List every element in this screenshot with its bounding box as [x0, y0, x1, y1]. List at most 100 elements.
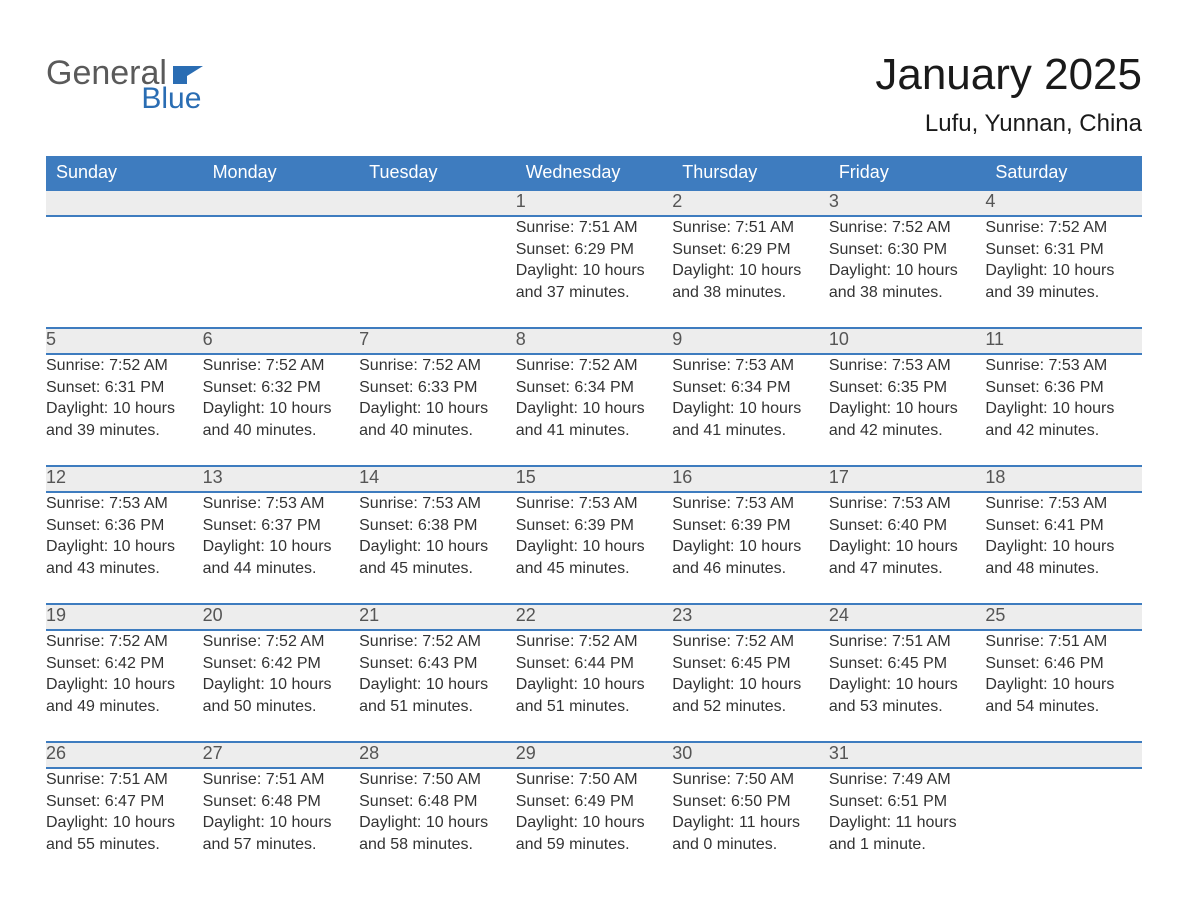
day-number-cell	[46, 190, 203, 216]
day-number-cell: 14	[359, 466, 516, 492]
day-detail-cell: Sunrise: 7:52 AMSunset: 6:32 PMDaylight:…	[203, 354, 360, 466]
sunset-text: Sunset: 6:34 PM	[516, 377, 673, 399]
sunrise-text: Sunrise: 7:53 AM	[829, 355, 986, 377]
daylight-text: Daylight: 10 hours and 45 minutes.	[359, 536, 516, 579]
sunrise-text: Sunrise: 7:51 AM	[829, 631, 986, 653]
day-number-cell: 17	[829, 466, 986, 492]
sunset-text: Sunset: 6:38 PM	[359, 515, 516, 537]
daylight-text: Daylight: 10 hours and 39 minutes.	[985, 260, 1142, 303]
brand-logo: General Blue	[46, 56, 203, 114]
daylight-text: Daylight: 10 hours and 41 minutes.	[672, 398, 829, 441]
sunset-text: Sunset: 6:39 PM	[672, 515, 829, 537]
sunrise-text: Sunrise: 7:51 AM	[672, 217, 829, 239]
daylight-text: Daylight: 10 hours and 38 minutes.	[672, 260, 829, 303]
daylight-text: Daylight: 10 hours and 55 minutes.	[46, 812, 203, 855]
daylight-text: Daylight: 11 hours and 0 minutes.	[672, 812, 829, 855]
sunrise-text: Sunrise: 7:52 AM	[203, 355, 360, 377]
sunset-text: Sunset: 6:29 PM	[516, 239, 673, 261]
day-number-cell: 3	[829, 190, 986, 216]
sunrise-text: Sunrise: 7:53 AM	[985, 355, 1142, 377]
day-number-cell: 15	[516, 466, 673, 492]
day-number-cell: 8	[516, 328, 673, 354]
day-detail-cell: Sunrise: 7:53 AMSunset: 6:34 PMDaylight:…	[672, 354, 829, 466]
day-number-cell: 4	[985, 190, 1142, 216]
daylight-text: Daylight: 10 hours and 46 minutes.	[672, 536, 829, 579]
day-detail-cell: Sunrise: 7:52 AMSunset: 6:42 PMDaylight:…	[203, 630, 360, 742]
sunset-text: Sunset: 6:45 PM	[672, 653, 829, 675]
day-number-row: 19202122232425	[46, 604, 1142, 630]
sunrise-text: Sunrise: 7:53 AM	[46, 493, 203, 515]
day-detail-cell: Sunrise: 7:52 AMSunset: 6:31 PMDaylight:…	[985, 216, 1142, 328]
sunrise-text: Sunrise: 7:53 AM	[203, 493, 360, 515]
day-detail-cell: Sunrise: 7:52 AMSunset: 6:44 PMDaylight:…	[516, 630, 673, 742]
day-number-cell: 26	[46, 742, 203, 768]
day-number-cell: 30	[672, 742, 829, 768]
sunset-text: Sunset: 6:41 PM	[985, 515, 1142, 537]
day-detail-cell: Sunrise: 7:50 AMSunset: 6:48 PMDaylight:…	[359, 768, 516, 880]
day-detail-cell	[359, 216, 516, 328]
sunset-text: Sunset: 6:30 PM	[829, 239, 986, 261]
sunrise-text: Sunrise: 7:51 AM	[46, 769, 203, 791]
sunset-text: Sunset: 6:50 PM	[672, 791, 829, 813]
day-detail-cell: Sunrise: 7:53 AMSunset: 6:39 PMDaylight:…	[516, 492, 673, 604]
day-number-cell: 28	[359, 742, 516, 768]
day-number-row: 12131415161718	[46, 466, 1142, 492]
sunset-text: Sunset: 6:39 PM	[516, 515, 673, 537]
sunrise-text: Sunrise: 7:51 AM	[203, 769, 360, 791]
day-number-cell: 18	[985, 466, 1142, 492]
weekday-header: Wednesday	[516, 156, 673, 190]
daylight-text: Daylight: 10 hours and 37 minutes.	[516, 260, 673, 303]
sunset-text: Sunset: 6:45 PM	[829, 653, 986, 675]
sunrise-text: Sunrise: 7:52 AM	[516, 355, 673, 377]
day-detail-cell: Sunrise: 7:53 AMSunset: 6:36 PMDaylight:…	[46, 492, 203, 604]
weekday-header: Tuesday	[359, 156, 516, 190]
daylight-text: Daylight: 10 hours and 48 minutes.	[985, 536, 1142, 579]
daylight-text: Daylight: 10 hours and 49 minutes.	[46, 674, 203, 717]
sunset-text: Sunset: 6:48 PM	[203, 791, 360, 813]
day-detail-cell: Sunrise: 7:51 AMSunset: 6:46 PMDaylight:…	[985, 630, 1142, 742]
day-detail-cell: Sunrise: 7:53 AMSunset: 6:36 PMDaylight:…	[985, 354, 1142, 466]
daylight-text: Daylight: 10 hours and 45 minutes.	[516, 536, 673, 579]
day-detail-cell: Sunrise: 7:52 AMSunset: 6:31 PMDaylight:…	[46, 354, 203, 466]
daylight-text: Daylight: 10 hours and 59 minutes.	[516, 812, 673, 855]
header-row: General Blue January 2025 Lufu, Yunnan, …	[46, 50, 1142, 150]
day-number-row: 262728293031	[46, 742, 1142, 768]
day-detail-cell: Sunrise: 7:52 AMSunset: 6:33 PMDaylight:…	[359, 354, 516, 466]
sunset-text: Sunset: 6:35 PM	[829, 377, 986, 399]
day-detail-cell: Sunrise: 7:52 AMSunset: 6:45 PMDaylight:…	[672, 630, 829, 742]
day-number-cell: 23	[672, 604, 829, 630]
weekday-header: Thursday	[672, 156, 829, 190]
day-number-cell: 20	[203, 604, 360, 630]
daylight-text: Daylight: 10 hours and 39 minutes.	[46, 398, 203, 441]
day-number-cell	[359, 190, 516, 216]
sunrise-text: Sunrise: 7:52 AM	[46, 631, 203, 653]
sunset-text: Sunset: 6:46 PM	[985, 653, 1142, 675]
sunrise-text: Sunrise: 7:52 AM	[359, 631, 516, 653]
day-detail-cell: Sunrise: 7:53 AMSunset: 6:37 PMDaylight:…	[203, 492, 360, 604]
sunset-text: Sunset: 6:49 PM	[516, 791, 673, 813]
sunrise-text: Sunrise: 7:52 AM	[672, 631, 829, 653]
sunrise-text: Sunrise: 7:49 AM	[829, 769, 986, 791]
day-detail-cell	[203, 216, 360, 328]
sunset-text: Sunset: 6:31 PM	[46, 377, 203, 399]
daylight-text: Daylight: 10 hours and 58 minutes.	[359, 812, 516, 855]
sunrise-text: Sunrise: 7:52 AM	[359, 355, 516, 377]
sunrise-text: Sunrise: 7:50 AM	[672, 769, 829, 791]
day-detail-cell: Sunrise: 7:50 AMSunset: 6:50 PMDaylight:…	[672, 768, 829, 880]
sunset-text: Sunset: 6:33 PM	[359, 377, 516, 399]
day-detail-cell: Sunrise: 7:53 AMSunset: 6:39 PMDaylight:…	[672, 492, 829, 604]
sunset-text: Sunset: 6:44 PM	[516, 653, 673, 675]
sunrise-text: Sunrise: 7:52 AM	[46, 355, 203, 377]
daylight-text: Daylight: 10 hours and 42 minutes.	[829, 398, 986, 441]
daylight-text: Daylight: 10 hours and 38 minutes.	[829, 260, 986, 303]
day-detail-row: Sunrise: 7:52 AMSunset: 6:31 PMDaylight:…	[46, 354, 1142, 466]
sunrise-text: Sunrise: 7:53 AM	[359, 493, 516, 515]
sunrise-text: Sunrise: 7:53 AM	[829, 493, 986, 515]
day-number-cell: 6	[203, 328, 360, 354]
sunset-text: Sunset: 6:48 PM	[359, 791, 516, 813]
sunset-text: Sunset: 6:51 PM	[829, 791, 986, 813]
sunset-text: Sunset: 6:42 PM	[203, 653, 360, 675]
day-detail-cell: Sunrise: 7:51 AMSunset: 6:45 PMDaylight:…	[829, 630, 986, 742]
day-detail-cell: Sunrise: 7:51 AMSunset: 6:29 PMDaylight:…	[672, 216, 829, 328]
sunrise-text: Sunrise: 7:53 AM	[672, 355, 829, 377]
